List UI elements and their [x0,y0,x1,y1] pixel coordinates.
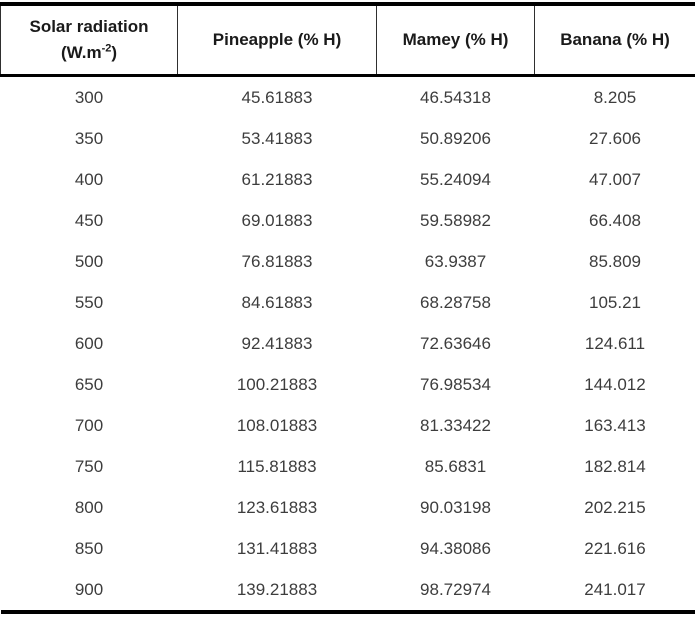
table-row: 700 108.01883 81.33422 163.413 [1,405,695,446]
table-cell: 59.58982 [420,210,491,230]
table-row: 800 123.61883 90.03198 202.215 [1,487,695,528]
table-row: 300 45.61883 46.54318 8.205 [1,76,695,119]
table-cell: 27.606 [589,128,641,148]
table-cell: 700 [74,415,104,435]
table-cell: 92.41883 [241,333,313,353]
header-solar-radiation-label: Solar radiation [29,16,149,36]
table-row: 600 92.41883 72.63646 124.611 [1,323,695,364]
table-cell: 900 [74,579,104,599]
table-cell: 800 [74,497,104,517]
table-row: 900 139.21883 98.72974 241.017 [1,569,695,612]
table-cell: 108.01883 [236,415,318,435]
table-cell: 124.611 [584,333,646,353]
table-cell: 400 [74,169,104,189]
header-cell-mamey: Mamey (% H) [376,2,535,77]
table-cell: 61.21883 [241,169,313,189]
table-cell: 84.61883 [241,292,313,312]
table-cell: 76.98534 [420,374,491,394]
table-cell: 69.01883 [241,210,313,230]
table-cell: 139.21883 [236,579,318,599]
table-cell: 182.814 [584,456,646,476]
table-row: 850 131.41883 94.38086 221.616 [1,528,695,569]
table-cell: 8.205 [593,87,637,107]
table-cell: 85.809 [589,251,641,271]
table-cell: 300 [74,87,104,107]
header-solar-radiation-unit: (W.m-2) [5,40,173,66]
header-cell-banana: Banana (% H) [534,2,695,77]
header-cell-pineapple: Pineapple (% H) [177,2,377,77]
unit-base-text: (W.m [60,43,102,62]
table-row: 750 115.81883 85.6831 182.814 [1,446,695,487]
table-cell: 350 [74,128,104,148]
table-cell: 46.54318 [420,87,491,107]
table-cell: 50.89206 [420,128,491,148]
table-row: 500 76.81883 63.9387 85.809 [1,241,695,282]
table-cell: 650 [74,374,104,394]
table-cell: 45.61883 [241,87,313,107]
table-cell: 90.03198 [420,497,491,517]
table-cell: 53.41883 [241,128,313,148]
unit-close-text: ) [111,43,118,62]
table-cell: 94.38086 [420,538,491,558]
table-cell: 98.72974 [420,579,491,599]
table-cell: 81.33422 [420,415,491,435]
table-cell: 85.6831 [424,456,487,476]
table-row: 650 100.21883 76.98534 144.012 [1,364,695,405]
table-container: Solar radiation (W.m-2) Pineapple (% H) … [0,2,695,614]
table-header: Solar radiation (W.m-2) Pineapple (% H) … [0,2,695,77]
table-cell: 131.41883 [236,538,318,558]
header-row: Solar radiation (W.m-2) Pineapple (% H) … [0,2,695,77]
table-cell: 850 [74,538,104,558]
table-cell: 550 [74,292,104,312]
table-cell: 66.408 [589,210,641,230]
table-cell: 202.215 [584,497,646,517]
table-body: 300 45.61883 46.54318 8.205 350 53.41883 50.89… [1,76,695,613]
table-row: 350 53.41883 50.89206 27.606 [1,118,695,159]
solar-radiation-table: Solar radiation (W.m-2) Pineapple (% H) … [0,2,695,614]
table-cell: 100.21883 [236,374,318,394]
table-cell: 72.63646 [420,333,491,353]
table-cell: 63.9387 [424,251,487,271]
table-cell: 221.616 [584,538,646,558]
table-cell: 68.28758 [420,292,491,312]
table-row: 450 69.01883 59.58982 66.408 [1,200,695,241]
table-cell: 163.413 [584,415,646,435]
table-row: 400 61.21883 55.24094 47.007 [1,159,695,200]
table-cell: 450 [74,210,104,230]
table-cell: 123.61883 [236,497,318,517]
table-cell: 600 [74,333,104,353]
header-cell-solar-radiation: Solar radiation (W.m-2) [0,2,178,77]
table-cell: 76.81883 [241,251,313,271]
table-cell: 105.21 [589,292,641,312]
table-cell: 115.81883 [237,456,317,476]
table-cell: 47.007 [589,169,641,189]
table-cell: 55.24094 [420,169,491,189]
table-cell: 144.012 [584,374,646,394]
table-row: 550 84.61883 68.28758 105.21 [1,282,695,323]
unit-exponent-superscript: -2 [101,42,112,55]
table-cell: 241.017 [584,579,646,599]
table-cell: 750 [74,456,104,476]
table-cell: 500 [74,251,104,271]
